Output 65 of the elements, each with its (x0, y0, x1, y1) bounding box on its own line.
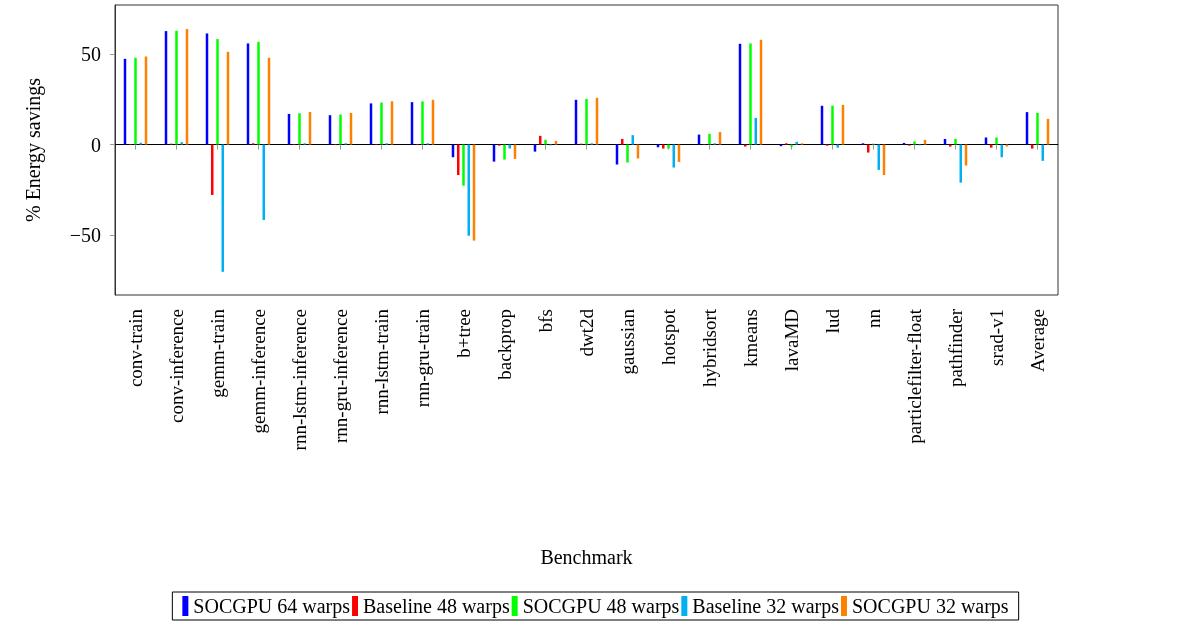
x-tick-label: nn (863, 308, 884, 328)
bar (457, 144, 460, 176)
x-tick-label: gemm-inference (248, 309, 269, 434)
x-tick-label: Average (1027, 309, 1048, 372)
bar (949, 144, 952, 147)
bar (298, 113, 301, 145)
x-tick-label: b+tree (453, 309, 474, 358)
y-tick-label: −50 (69, 224, 101, 247)
bar (544, 139, 547, 145)
x-tick-label: rnn-gru-inference (330, 309, 351, 443)
bar (585, 98, 588, 145)
x-tick-label: rnn-lstm-train (371, 308, 392, 415)
bar (462, 144, 465, 186)
bar (380, 102, 383, 145)
bar (790, 144, 793, 147)
x-tick-label: rnn-gru-train (412, 308, 433, 408)
bar (954, 138, 957, 145)
x-tick-label: rnn-lstm-inference (289, 309, 310, 451)
bar (1031, 144, 1034, 149)
bar (216, 39, 219, 145)
bar (257, 41, 260, 145)
bar (662, 144, 665, 149)
x-tick-label: hotspot (658, 308, 679, 365)
bar (134, 57, 137, 145)
bar (175, 30, 178, 145)
bar (708, 133, 711, 145)
bar (421, 101, 424, 145)
y-tick-label: 50 (81, 42, 101, 65)
x-tick-label: backprop (494, 309, 515, 380)
legend-label: SOCGPU 32 warps (851, 595, 1009, 618)
bar (621, 138, 624, 145)
x-tick-label: lud (822, 308, 843, 334)
bar (995, 137, 998, 145)
bar (990, 144, 993, 148)
bar (831, 105, 834, 145)
bar (626, 144, 629, 163)
x-axis-title: Benchmark (540, 546, 633, 568)
bar (744, 144, 747, 147)
bar (503, 144, 506, 160)
x-tick-label: particlefilter-float (904, 308, 925, 444)
bar (1036, 112, 1039, 145)
legend-label: Baseline 32 warps (692, 595, 840, 618)
bar (867, 144, 870, 153)
x-tick-label: pathfinder (945, 308, 966, 388)
x-tick-label: dwt2d (576, 308, 597, 357)
y-tick-label: 0 (91, 133, 101, 156)
bar (180, 142, 183, 145)
bar (211, 144, 214, 195)
legend-label: Baseline 48 warps (363, 595, 510, 618)
x-tick-label: conv-train (125, 308, 146, 388)
bar (913, 141, 916, 145)
x-tick-label: hybridsort (699, 308, 720, 388)
bar (339, 114, 342, 145)
x-tick-label: gemm-train (207, 308, 228, 398)
bar (749, 43, 752, 145)
legend-label: SOCGPU 48 warps (522, 595, 680, 618)
x-tick-label: lavaMD (781, 309, 802, 372)
x-tick-label: bfs (535, 309, 556, 333)
x-tick-label: conv-inference (166, 309, 187, 423)
x-tick-label: gaussian (617, 308, 638, 375)
bar (539, 135, 542, 145)
x-tick-label: kmeans (740, 309, 761, 368)
y-axis-title: % Energy savings (22, 77, 45, 223)
x-tick-label: srad-v1 (986, 309, 1007, 366)
legend-label: SOCGPU 64 warps (193, 595, 351, 618)
